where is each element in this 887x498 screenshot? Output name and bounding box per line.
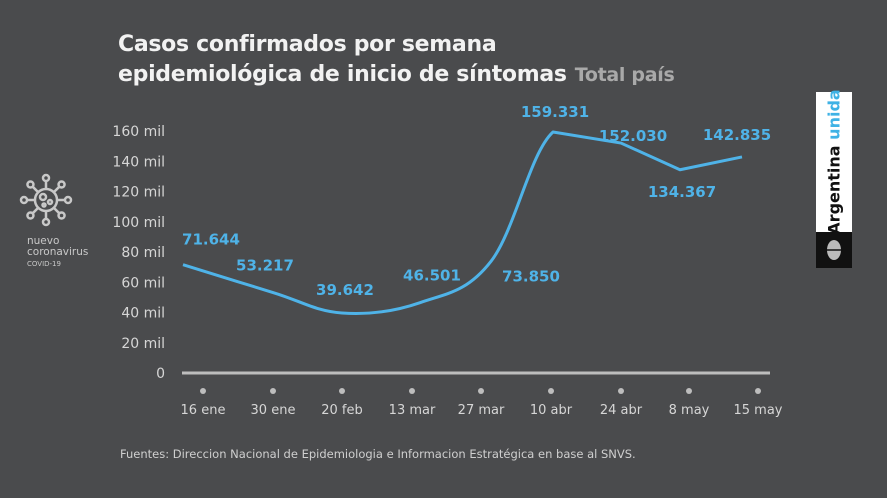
- x-tick-label: 27 mar: [458, 403, 505, 418]
- coronavirus-icon: [18, 172, 74, 232]
- x-tick-label: 20 feb: [321, 403, 363, 418]
- y-tick-label: 160 mil: [112, 124, 165, 140]
- y-tick-label: 40 mil: [121, 306, 165, 322]
- x-tick-label: 24 abr: [600, 403, 643, 418]
- logo-word-1: Argentina: [824, 145, 844, 235]
- x-tick-dot: [755, 388, 761, 394]
- data-label: 152.030: [599, 127, 667, 145]
- title-line-2: epidemiológica de inicio de síntomas: [118, 62, 567, 87]
- data-label: 73.850: [502, 267, 560, 285]
- coat-of-arms-icon: [816, 232, 852, 268]
- y-tick-label: 100 mil: [112, 215, 165, 231]
- covid-label: nuevo coronavirus COVID-19: [27, 236, 88, 270]
- x-tick-dot: [686, 388, 692, 394]
- covid-line-1: nuevo: [27, 235, 60, 247]
- x-tick-label: 16 ene: [181, 403, 226, 418]
- y-tick-label: 140 mil: [112, 154, 165, 170]
- x-tick-dot: [478, 388, 484, 394]
- x-tick-dot: [200, 388, 206, 394]
- covid-line-3: COVID-19: [27, 260, 61, 268]
- x-tick-label: 13 mar: [389, 403, 436, 418]
- x-tick-dot: [270, 388, 276, 394]
- data-label: 159.331: [521, 103, 589, 121]
- y-tick-label: 60 mil: [121, 275, 165, 291]
- x-tick-label: 8 may: [669, 403, 710, 418]
- title-line-1: Casos confirmados por semana: [118, 32, 497, 57]
- x-tick-dot: [618, 388, 624, 394]
- data-label: 39.642: [316, 281, 374, 299]
- series-line: [182, 130, 743, 316]
- data-label: 53.217: [236, 257, 294, 275]
- data-label: 142.835: [703, 126, 771, 144]
- covid-line-2: coronavirus: [27, 246, 89, 258]
- y-tick-label: 20 mil: [121, 336, 165, 352]
- y-tick-label: 80 mil: [121, 245, 165, 261]
- source-note: Fuentes: Direccion Nacional de Epidemiol…: [120, 447, 636, 461]
- x-tick-dot: [548, 388, 554, 394]
- y-tick-label: 120 mil: [112, 185, 165, 201]
- data-label: 71.644: [182, 231, 240, 249]
- data-label: 134.367: [648, 183, 716, 201]
- x-tick-label: 10 abr: [530, 403, 573, 418]
- chart-title: Casos confirmados por semana epidemiológ…: [118, 30, 675, 90]
- chart-subtitle: Total país: [574, 64, 675, 86]
- logo-word-2: unida: [824, 89, 844, 140]
- data-label: 46.501: [403, 267, 461, 285]
- argentina-unida-logo: Argentina unida: [816, 89, 852, 268]
- x-tick-label: 30 ene: [251, 403, 296, 418]
- x-tick-label: 15 may: [734, 403, 783, 418]
- y-tick-label: 0: [156, 366, 165, 382]
- x-tick-dot: [409, 388, 415, 394]
- x-tick-dot: [339, 388, 345, 394]
